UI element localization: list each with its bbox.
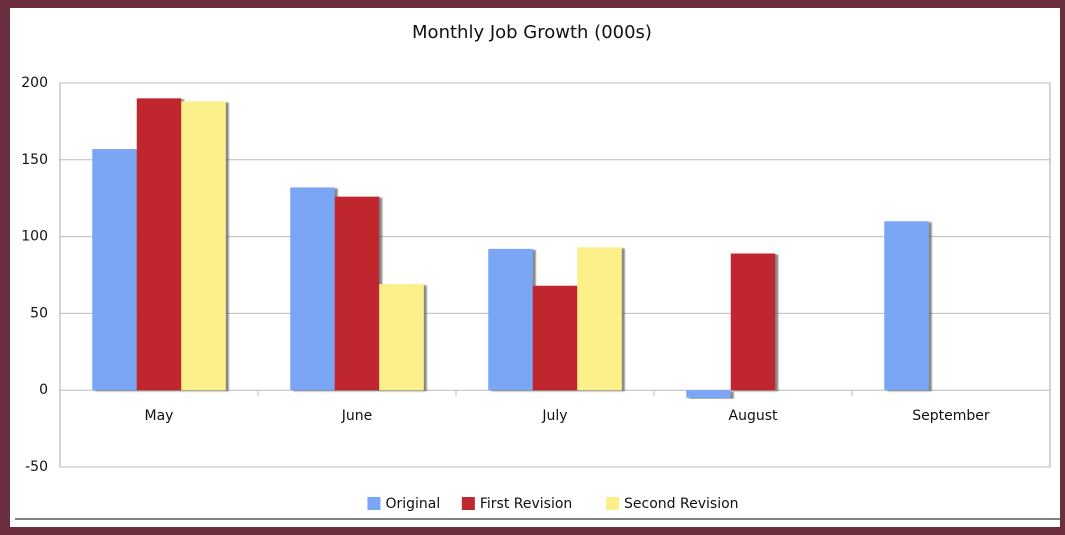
y-tick-label: 200 [21, 75, 48, 91]
bar [488, 248, 533, 391]
legend-swatch [367, 497, 381, 510]
bar [92, 149, 137, 391]
y-tick-label: 0 [39, 382, 48, 398]
legend-label: Second Revision [624, 496, 738, 512]
legend-swatch [461, 497, 475, 510]
x-tick-label: June [341, 408, 373, 424]
x-tick-label: July [541, 408, 567, 424]
bar [379, 284, 424, 391]
legend-label: Original [385, 496, 440, 512]
bar [577, 247, 622, 391]
y-tick-label: 50 [30, 305, 48, 321]
x-tick-label: August [729, 408, 779, 424]
bar [290, 187, 335, 391]
y-tick-label: 100 [21, 229, 48, 245]
plot: -50 0 50 100 150 200 May June July August Septembe… [21, 75, 1050, 512]
bar [884, 221, 929, 391]
bar [136, 98, 182, 391]
bar [730, 253, 776, 391]
x-tick-label: May [145, 408, 174, 424]
bar [686, 390, 731, 398]
x-tick-label: September [912, 408, 990, 424]
chart-title: Monthly Job Growth (000s) [412, 22, 652, 43]
legend-swatch [606, 497, 620, 510]
y-tick-label: 150 [21, 152, 48, 168]
y-tick-label: -50 [25, 459, 48, 475]
bar [334, 196, 380, 391]
bar [532, 285, 578, 391]
legend-label: First Revision [480, 496, 572, 512]
bar [181, 101, 226, 391]
